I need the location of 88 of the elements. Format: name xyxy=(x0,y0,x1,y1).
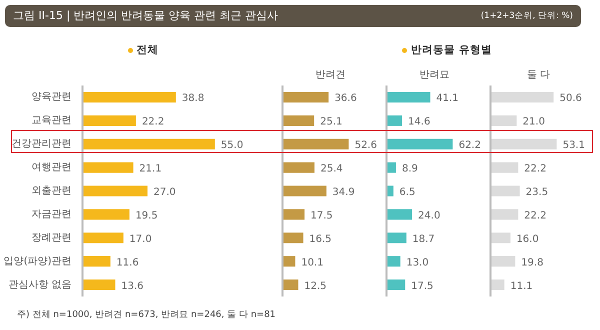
bar xyxy=(386,138,453,150)
bar xyxy=(490,138,557,150)
bar xyxy=(82,256,110,267)
data-label: 18.7 xyxy=(412,234,435,245)
data-label: 55.0 xyxy=(220,140,244,152)
data-label: 13.6 xyxy=(121,280,144,292)
data-label: 27.0 xyxy=(154,187,176,198)
bar xyxy=(82,186,148,196)
bar xyxy=(490,280,504,290)
text: 주) 전체 n=1000, 반려견 n=673, 반려묘 n=246, 둘 다 n=81 xyxy=(16,309,276,322)
data-label: 41.1 xyxy=(436,93,459,104)
y-tick-label: 건강관리관련 xyxy=(12,138,72,150)
bar xyxy=(490,186,520,196)
data-label: 12.5 xyxy=(304,280,326,292)
data-label: 17.5 xyxy=(411,280,434,292)
bar xyxy=(386,280,406,290)
bar xyxy=(386,186,394,196)
data-label: 62.2 xyxy=(458,140,481,152)
data-label: 10.1 xyxy=(301,257,324,268)
y-tick-label: 외출관련 xyxy=(32,186,72,196)
data-label: 34.9 xyxy=(332,187,355,198)
bar xyxy=(82,280,116,290)
data-label: 13.0 xyxy=(406,257,429,268)
data-label: 22.2 xyxy=(524,210,546,222)
data-label: 17.0 xyxy=(129,234,152,245)
bar xyxy=(282,280,298,290)
bar xyxy=(490,162,518,173)
data-label: 22.2 xyxy=(142,116,164,128)
data-label: 52.6 xyxy=(354,140,377,152)
text: 반려동물 유형별 xyxy=(410,43,493,58)
chart-title: 둘 다 xyxy=(526,70,550,80)
y-tick-label: 입양(파양)관련 xyxy=(4,256,72,267)
bar xyxy=(490,232,510,244)
y-tick-label: 관심사항 없음 xyxy=(8,279,72,290)
data-label: 50.6 xyxy=(560,93,582,104)
data-label: 16.0 xyxy=(516,234,539,245)
data-label: 53.1 xyxy=(562,140,585,152)
data-label: 22.2 xyxy=(524,164,546,175)
bar xyxy=(490,256,516,267)
data-label: 19.5 xyxy=(135,210,158,222)
bar xyxy=(490,92,554,102)
chart-title: 반려견 xyxy=(316,70,346,80)
data-label: 24.0 xyxy=(418,210,440,222)
bar xyxy=(386,232,406,244)
bar xyxy=(282,162,314,173)
y-tick-label: 양육관련 xyxy=(32,92,72,103)
bar xyxy=(282,232,304,244)
bar xyxy=(282,138,349,150)
y-tick-label: 여행관련 xyxy=(32,162,72,174)
bar xyxy=(282,92,329,102)
bar xyxy=(386,209,412,220)
data-label: 23.5 xyxy=(526,187,548,198)
data-label: 11.1 xyxy=(510,280,533,292)
data-label: 21.1 xyxy=(139,164,162,175)
chart-title: 반려묘 xyxy=(420,70,450,80)
bar xyxy=(82,232,124,244)
bar xyxy=(282,186,326,196)
y-tick-label: 자금관련 xyxy=(32,208,72,220)
bar xyxy=(82,209,130,220)
data-label: 6.5 xyxy=(399,187,416,198)
text: (1+2+3순위, 단위: %) xyxy=(480,10,573,22)
bar xyxy=(282,209,305,220)
bar xyxy=(82,162,134,173)
bar xyxy=(82,92,176,102)
bar xyxy=(490,115,517,126)
data-label: 17.5 xyxy=(310,210,333,222)
bar xyxy=(386,256,400,267)
chart-title: 그림 II-15 | 반려인의 반려동물 양육 관련 최근 관심사 xyxy=(13,8,278,24)
data-label: 25.1 xyxy=(320,116,342,128)
text: 전체 xyxy=(136,43,160,58)
data-label: 16.5 xyxy=(309,234,332,245)
bar xyxy=(386,92,430,102)
data-label: 11.6 xyxy=(116,257,139,268)
bar xyxy=(282,115,314,126)
y-tick-label: 교육관련 xyxy=(32,115,72,126)
data-label: 21.0 xyxy=(522,116,545,128)
y-tick-label: 장례관련 xyxy=(32,232,72,244)
bar xyxy=(490,209,518,220)
bar xyxy=(386,115,402,126)
data-label: 14.6 xyxy=(408,116,430,128)
bar xyxy=(282,256,296,267)
bar xyxy=(82,115,136,126)
data-label: 8.9 xyxy=(402,164,418,175)
data-label: 36.6 xyxy=(334,93,357,104)
data-label: 38.8 xyxy=(182,93,204,104)
data-label: 19.8 xyxy=(521,257,544,268)
data-label: 25.4 xyxy=(320,164,343,175)
bar xyxy=(82,138,215,150)
